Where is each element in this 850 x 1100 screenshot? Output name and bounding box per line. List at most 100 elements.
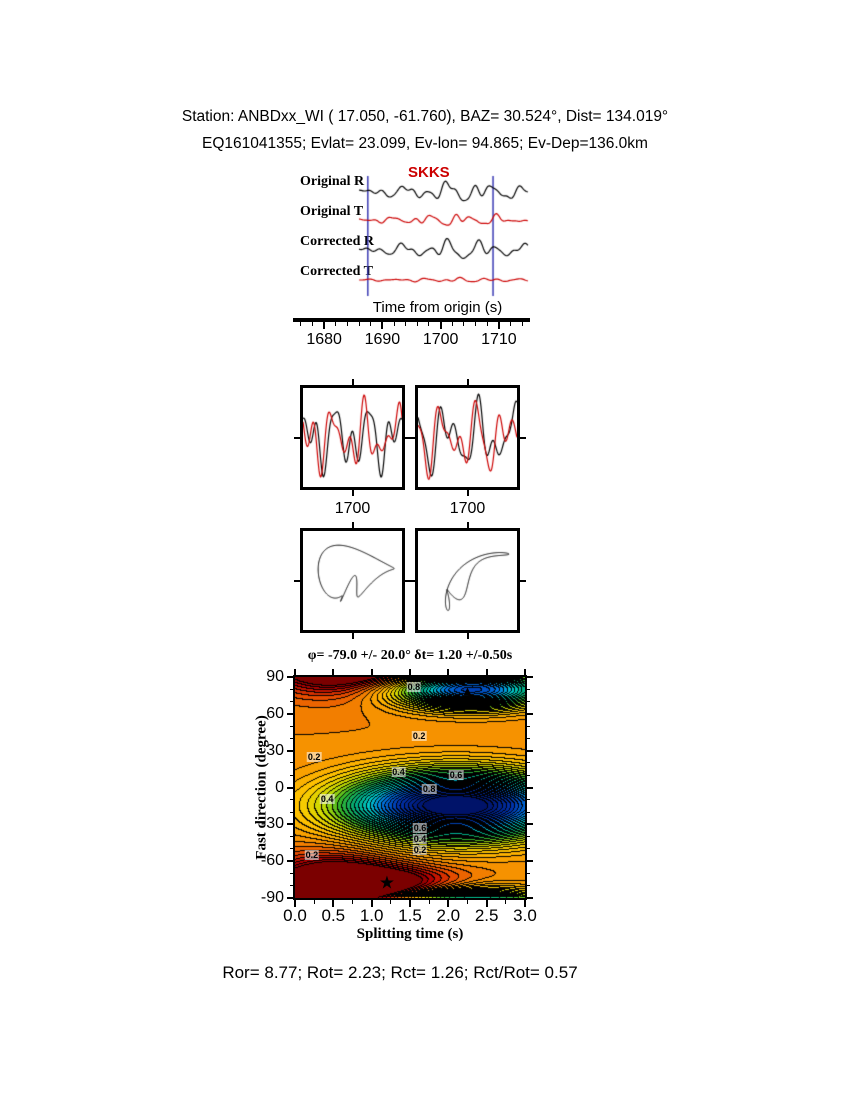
contour-x-major-tick bbox=[524, 900, 526, 907]
particle-motion-canvas-2 bbox=[418, 531, 517, 630]
contour-y-major-tick bbox=[527, 676, 533, 678]
contour-y-minor-tick bbox=[527, 737, 530, 739]
contour-x-major-tick bbox=[409, 669, 411, 675]
contour-x-tick-label: 1.5 bbox=[398, 906, 422, 925]
contour-y-minor-tick bbox=[527, 799, 530, 801]
time-axis-minor-tick bbox=[358, 322, 360, 326]
panel-tick bbox=[351, 633, 354, 639]
contour-label: 0.2 bbox=[411, 730, 427, 741]
contour-y-tick-label: -90 bbox=[260, 889, 284, 906]
contour-y-minor-tick bbox=[290, 872, 293, 874]
contour-y-major-tick bbox=[287, 712, 293, 715]
contour-x-major-tick bbox=[485, 900, 488, 907]
contour-y-major-tick bbox=[287, 860, 293, 863]
contour-y-minor-tick bbox=[527, 811, 530, 813]
panel-tick bbox=[520, 436, 526, 439]
time-axis-minor-tick bbox=[486, 322, 488, 326]
contour-label: 0.8 bbox=[406, 681, 422, 692]
time-axis-minor-tick bbox=[405, 322, 407, 326]
contour-label: 0.6 bbox=[448, 770, 464, 781]
panel-tick bbox=[466, 522, 469, 528]
contour-y-major-tick bbox=[287, 786, 293, 789]
contour-y-minor-tick bbox=[290, 701, 293, 703]
time-axis-minor-tick bbox=[521, 322, 523, 326]
contour-x-minor-tick bbox=[313, 900, 315, 904]
contour-x-tick-label: 2.5 bbox=[474, 906, 499, 925]
contour-x-major-tick bbox=[485, 669, 488, 675]
particle-motion-panel-2 bbox=[415, 528, 520, 633]
contour-y-major-tick bbox=[527, 897, 533, 899]
station-header: Station: ANBDxx_WI ( 17.050, -61.760), B… bbox=[181, 108, 669, 125]
contour-y-major-tick bbox=[287, 676, 293, 678]
panel-tick bbox=[351, 522, 354, 528]
contour-label: 0.6 bbox=[412, 823, 428, 834]
contour-x-tick-label: 2.0 bbox=[436, 906, 461, 925]
contour-y-minor-tick bbox=[290, 799, 293, 801]
contour-y-minor-tick bbox=[527, 885, 530, 887]
waveform-overlay-canvas-1 bbox=[303, 388, 402, 487]
misfit-contour-plot bbox=[293, 675, 527, 900]
contour-y-tick-label: 90 bbox=[266, 668, 284, 685]
time-axis-minor-tick bbox=[370, 322, 372, 326]
time-axis-minor-tick bbox=[393, 322, 395, 326]
contour-x-tick-label: 3.0 bbox=[513, 906, 537, 925]
contour-y-major-tick bbox=[527, 860, 533, 863]
time-axis-minor-tick bbox=[475, 322, 477, 326]
contour-y-minor-tick bbox=[290, 688, 293, 690]
contour-y-minor-tick bbox=[527, 701, 530, 703]
contour-y-minor-tick bbox=[290, 774, 293, 776]
contour-y-minor-tick bbox=[527, 774, 530, 776]
contour-label: 0.4 bbox=[412, 834, 428, 845]
contour-label: 0.4 bbox=[391, 766, 406, 777]
waveform-overlay-panel-1 bbox=[300, 385, 405, 490]
contour-x-major-tick bbox=[332, 669, 335, 675]
waveform-overlay-panel-2 bbox=[415, 385, 520, 490]
particle-motion-panel-1 bbox=[300, 528, 405, 633]
contour-y-tick-label: -30 bbox=[260, 815, 284, 833]
contour-label: 0.4 bbox=[319, 793, 335, 804]
contour-y-tick-label: 0 bbox=[275, 778, 284, 796]
panel-tick bbox=[466, 490, 469, 496]
contour-x-major-tick bbox=[332, 900, 335, 907]
panel1-tick-label: 1700 bbox=[334, 500, 371, 517]
contour-y-minor-tick bbox=[527, 762, 530, 764]
contour-y-minor-tick bbox=[527, 688, 530, 690]
contour-x-major-tick bbox=[447, 900, 450, 907]
contour-x-major-tick bbox=[294, 669, 296, 675]
contour-x-major-tick bbox=[409, 900, 411, 907]
time-axis-major-tick bbox=[497, 322, 500, 329]
time-axis-tick-label: 1710 bbox=[481, 331, 517, 348]
contour-x-minor-tick bbox=[352, 900, 353, 904]
contour-x-major-tick bbox=[370, 669, 373, 675]
time-axis-minor-tick bbox=[451, 322, 453, 326]
panel-tick bbox=[520, 579, 526, 582]
contour-y-minor-tick bbox=[527, 836, 530, 838]
time-axis-minor-tick bbox=[346, 322, 348, 326]
contour-x-major-tick bbox=[370, 900, 373, 907]
panel-tick bbox=[294, 436, 300, 439]
contour-x-major-tick bbox=[447, 669, 450, 675]
time-axis-tick-label: 1700 bbox=[422, 331, 459, 348]
time-axis-minor-tick bbox=[416, 322, 418, 326]
panel-tick bbox=[405, 436, 411, 439]
contour-y-minor-tick bbox=[290, 836, 293, 838]
panel-tick bbox=[294, 579, 300, 582]
panel-tick bbox=[405, 579, 411, 582]
contour-y-major-tick bbox=[287, 823, 293, 826]
contour-y-tick-label: -60 bbox=[260, 852, 284, 870]
contour-x-minor-tick bbox=[428, 900, 430, 904]
contour-y-minor-tick bbox=[527, 848, 530, 850]
contour-y-minor-tick bbox=[527, 872, 530, 874]
contour-y-tick-label: 60 bbox=[266, 704, 284, 722]
contour-y-minor-tick bbox=[290, 811, 293, 813]
contour-y-minor-tick bbox=[290, 762, 293, 764]
time-axis-label: Time from origin (s) bbox=[372, 299, 503, 316]
contour-x-minor-tick bbox=[505, 900, 507, 904]
contour-y-minor-tick bbox=[290, 737, 293, 739]
time-axis-minor-tick bbox=[335, 322, 337, 326]
time-axis-major-tick bbox=[323, 322, 326, 329]
panel-tick bbox=[409, 579, 415, 582]
contour-x-tick-label: 0.5 bbox=[321, 906, 346, 925]
time-axis-minor-tick bbox=[510, 322, 512, 326]
